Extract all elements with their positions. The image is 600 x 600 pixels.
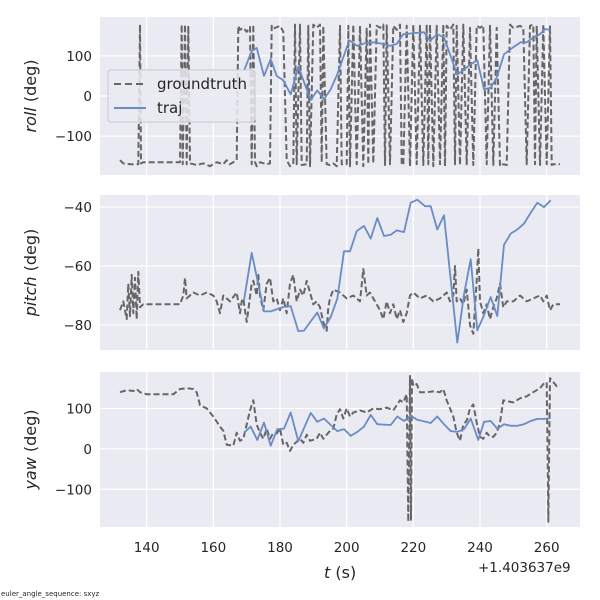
yaw-panel: 100 0 −100 yaw (deg) 140 160 180 200 220 240 260 <box>21 372 580 556</box>
roll-y-tick-label: 0 <box>83 89 92 105</box>
roll-y-tick-label: −100 <box>55 129 92 145</box>
yaw-groundtruth-line <box>119 375 561 523</box>
pitch-plot-area <box>100 195 580 350</box>
x-tick-label: 240 <box>467 540 493 556</box>
x-tick-label: 260 <box>534 540 560 556</box>
roll-groundtruth-line <box>119 23 560 168</box>
roll-traj-line <box>243 28 551 101</box>
roll-y-tick-label: 100 <box>66 49 92 65</box>
legend-groundtruth-label: groundtruth <box>157 75 247 93</box>
x-tick-label: 140 <box>134 540 160 556</box>
pitch-panel: −40 −60 −80 pitch (deg) <box>21 195 580 350</box>
x-tick-label: 220 <box>400 540 426 556</box>
yaw-plot-area <box>100 372 580 527</box>
pitch-traj-line <box>243 198 552 344</box>
x-tick-label: 180 <box>267 540 293 556</box>
pitch-y-tick-label: −60 <box>64 259 93 275</box>
yaw-y-tick-label: 100 <box>66 401 92 417</box>
yaw-y-axis-label: yaw (deg) <box>21 409 40 490</box>
x-tick-label: 160 <box>200 540 226 556</box>
roll-y-axis-label: roll (deg) <box>21 60 40 133</box>
legend: groundtruth traj <box>107 69 256 123</box>
roll-panel: 100 0 −100 roll (deg) <box>21 17 580 175</box>
yaw-y-tick-label: 0 <box>83 442 92 458</box>
x-axis-label: t (s) <box>324 563 356 582</box>
pitch-y-tick-label: −40 <box>64 200 93 216</box>
x-offset-label: +1.403637e9 <box>478 560 571 576</box>
yaw-traj-line <box>243 411 551 447</box>
pitch-y-tick-label: −80 <box>64 318 93 334</box>
footer-note: euler_angle_sequence: sxyz <box>1 590 100 598</box>
pitch-groundtruth-line <box>119 247 560 335</box>
legend-traj-label: traj <box>157 99 182 117</box>
x-tick-label: 200 <box>334 540 360 556</box>
pitch-y-axis-label: pitch (deg) <box>21 229 40 318</box>
yaw-y-tick-label: −100 <box>55 482 92 498</box>
